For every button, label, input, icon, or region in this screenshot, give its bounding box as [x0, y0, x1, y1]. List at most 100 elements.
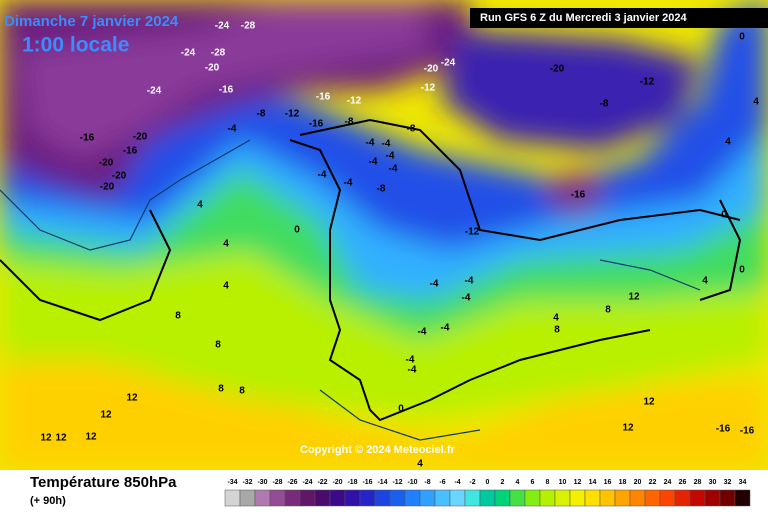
contour-label: -4	[430, 279, 439, 290]
scale-label: -10	[407, 479, 417, 486]
contour-label: -4	[441, 323, 450, 334]
contour-label: 4	[702, 276, 708, 287]
contour-label: -8	[257, 109, 266, 120]
color-swatch	[584, 489, 601, 507]
contour-label: 12	[643, 397, 655, 408]
contour-label: 8	[175, 311, 181, 322]
contour-label: 0	[294, 225, 300, 236]
color-swatch	[479, 489, 496, 507]
contour-label: 12	[100, 410, 112, 421]
color-swatch	[614, 489, 631, 507]
color-swatch	[449, 489, 466, 507]
scale-label: 12	[574, 479, 582, 486]
scale-label: -14	[377, 479, 387, 486]
contour-label: -4	[406, 355, 415, 366]
contour-label: 12	[85, 432, 97, 443]
color-swatch	[374, 489, 391, 507]
contour-label: -8	[377, 184, 386, 195]
color-swatch	[419, 489, 436, 507]
contour-label: -20	[100, 182, 115, 193]
contour-label: -4	[386, 151, 395, 162]
color-swatch	[434, 489, 451, 507]
scale-label: 30	[709, 479, 717, 486]
contour-label: -24	[441, 58, 456, 69]
contour-label: -20	[133, 132, 148, 143]
contour-label: -8	[345, 117, 354, 128]
scale-label: -32	[242, 479, 252, 486]
contour-label: -28	[211, 48, 226, 59]
contour-label: 12	[55, 433, 67, 444]
scale-label: 24	[664, 479, 672, 486]
contour-label: -4	[318, 170, 327, 181]
scale-label: 22	[649, 479, 657, 486]
color-swatch	[359, 489, 376, 507]
date: Dimanche 7 janvier 2024	[4, 13, 179, 30]
contour-label: -20	[424, 64, 439, 75]
color-swatch	[314, 489, 331, 507]
contour-label: -4	[366, 138, 375, 149]
scale-label: 0	[486, 479, 490, 486]
scale-label: 10	[559, 479, 567, 486]
scale-label: -20	[332, 479, 342, 486]
color-swatch	[704, 489, 721, 507]
run-info: Run GFS 6 Z du Mercredi 3 janvier 2024	[480, 12, 688, 24]
color-swatch	[224, 489, 241, 507]
run-banner	[470, 8, 768, 28]
contour-label: -4	[418, 327, 427, 338]
contour-label: 0	[398, 404, 404, 415]
contour-label: -16	[316, 92, 331, 103]
contour-label: 8	[215, 340, 221, 351]
color-swatch	[389, 489, 406, 507]
color-swatch	[269, 489, 286, 507]
scale-label: -4	[454, 479, 460, 486]
color-swatch	[719, 489, 736, 507]
scale-label: -18	[347, 479, 357, 486]
color-swatch	[329, 489, 346, 507]
color-swatch	[629, 489, 646, 507]
contour-label: -16	[309, 119, 324, 130]
color-swatch	[299, 489, 316, 507]
scale-label: 34	[739, 479, 747, 486]
contour-label: -28	[241, 21, 256, 32]
color-swatch	[464, 489, 481, 507]
contour-label: -16	[80, 133, 95, 144]
contour-label: -16	[123, 146, 138, 157]
color-swatch	[239, 489, 256, 507]
contour-label: -8	[600, 99, 609, 110]
color-swatch	[659, 489, 676, 507]
contour-label: -4	[462, 293, 471, 304]
scale-label: 16	[604, 479, 612, 486]
contour-label: -16	[740, 426, 755, 437]
contour-label: 12	[40, 433, 52, 444]
color-swatch	[569, 489, 586, 507]
lead-time: (+ 90h)	[30, 495, 66, 507]
color-swatch	[494, 489, 511, 507]
contour-label: 8	[605, 305, 611, 316]
contour-label: 12	[126, 393, 138, 404]
scale-label: -12	[392, 479, 402, 486]
color-swatch	[599, 489, 616, 507]
scale-label: -8	[424, 479, 430, 486]
scale-label: 6	[531, 479, 535, 486]
scale-label: 18	[619, 479, 627, 486]
scale-label: -34	[227, 479, 237, 486]
contour-label: -24	[147, 86, 162, 97]
contour-label: -12	[347, 96, 362, 107]
contour-label: -20	[99, 158, 114, 169]
scale-label: -6	[439, 479, 445, 486]
time: 1:00 locale	[22, 34, 129, 57]
contour-label: -4	[344, 178, 353, 189]
color-swatch	[644, 489, 661, 507]
color-swatch	[344, 489, 361, 507]
contour-label: 4	[753, 97, 759, 108]
scale-label: 28	[694, 479, 702, 486]
scale-label: 32	[724, 479, 732, 486]
scale-label: 8	[546, 479, 550, 486]
contour-label: 0	[739, 32, 745, 43]
contour-label: -4	[369, 157, 378, 168]
color-swatch	[404, 489, 421, 507]
color-swatch	[539, 489, 556, 507]
contour-label: 12	[622, 423, 634, 434]
contour-label: -16	[219, 85, 234, 96]
